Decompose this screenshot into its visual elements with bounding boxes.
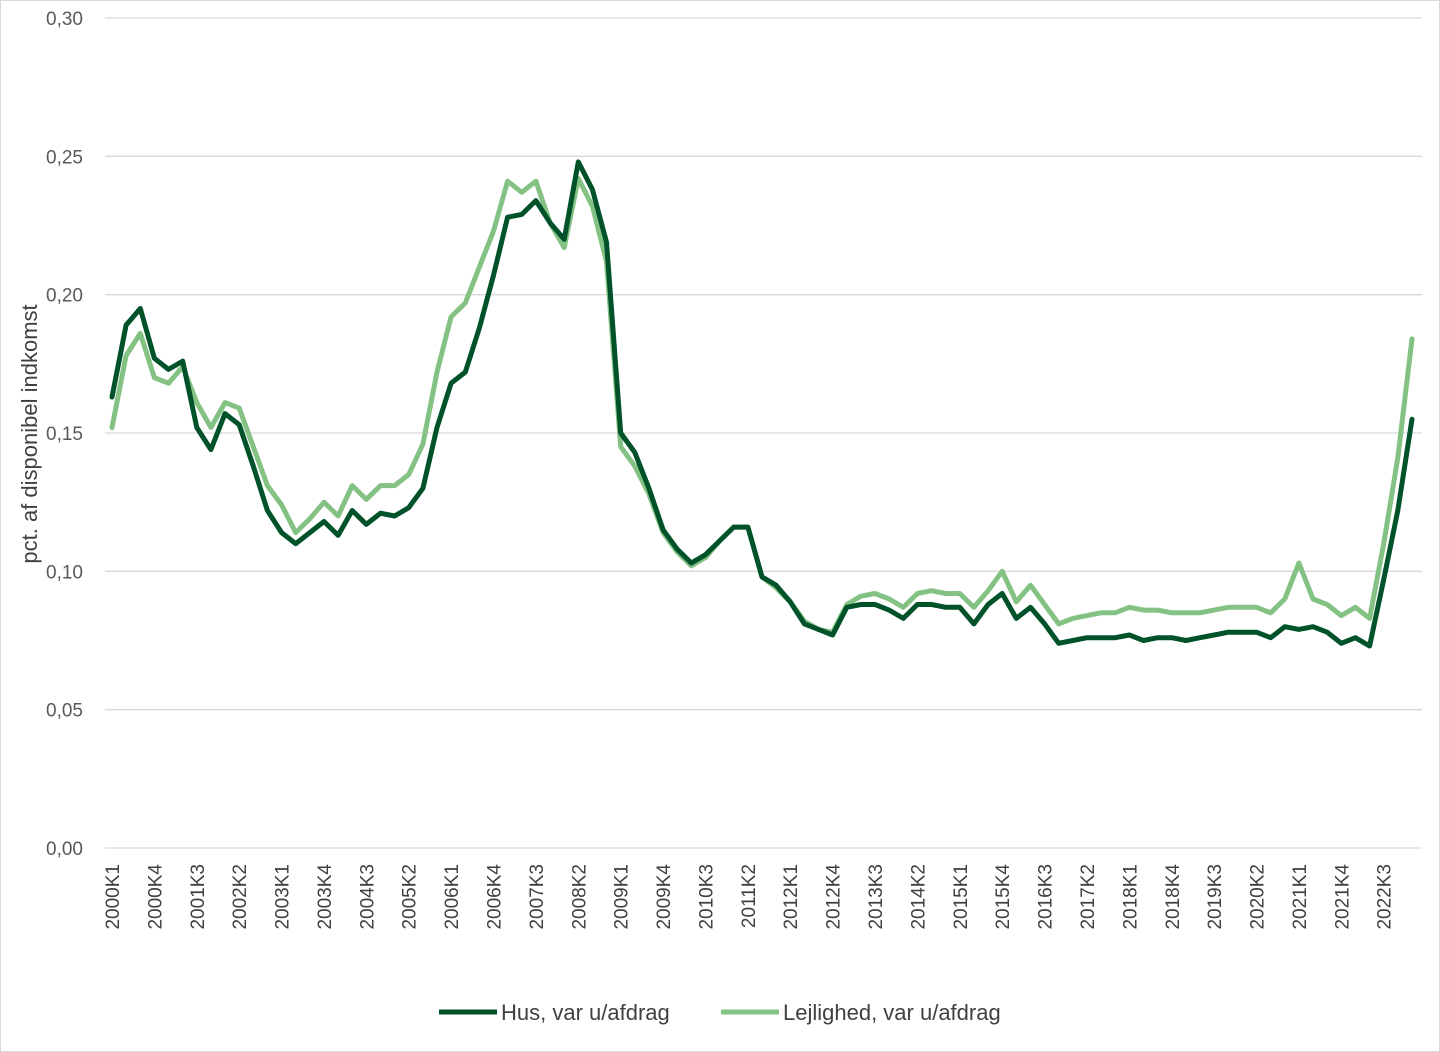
x-tick-label: 2001K3	[188, 864, 209, 930]
x-tick-label: 2015K4	[993, 864, 1014, 930]
x-axis-ticks: 2000K1 2000K4 2001K3 2002K2 2003K1 2003K4 2004…	[103, 864, 1396, 930]
gridlines	[105, 17, 1422, 849]
x-tick-label: 2007K3	[527, 864, 548, 930]
x-tick-label: 2018K1	[1120, 864, 1141, 930]
legend-label: Hus, var u/afdrag	[501, 1000, 670, 1025]
x-tick-label: 2011K2	[739, 864, 760, 928]
legend: Hus, var u/afdrag Lejlighed, var u/afdrag	[439, 1000, 1001, 1025]
y-tick-label: 0,05	[46, 701, 83, 722]
y-tick-label: 0,20	[46, 286, 83, 307]
y-tick-label: 0,25	[46, 147, 83, 168]
x-tick-label: 2022K3	[1375, 864, 1396, 930]
x-tick-label: 2005K2	[400, 864, 421, 930]
x-tick-label: 2017K2	[1078, 864, 1099, 930]
x-tick-label: 2006K4	[485, 864, 506, 930]
legend-item: Lejlighed, var u/afdrag	[721, 1000, 1001, 1025]
series-lines	[109, 159, 1415, 649]
x-tick-label: 2012K1	[781, 864, 802, 930]
x-tick-label: 2020K2	[1248, 864, 1269, 930]
x-tick-label: 2006K1	[442, 864, 463, 930]
y-axis-title: pct. af disponibel indkomst	[17, 304, 42, 563]
x-tick-label: 2009K1	[612, 864, 633, 930]
x-tick-label: 2021K1	[1290, 864, 1311, 930]
y-tick-label: 0,15	[46, 424, 83, 445]
x-tick-label: 2002K2	[230, 864, 251, 930]
x-tick-label: 2016K3	[1036, 864, 1057, 930]
x-tick-label: 2004K3	[357, 864, 378, 930]
y-tick-label: 0,10	[46, 562, 83, 583]
x-tick-label: 2021K4	[1332, 864, 1353, 930]
x-tick-label: 2018K4	[1163, 864, 1184, 930]
series-line-lejlighed	[109, 176, 1415, 635]
legend-label: Lejlighed, var u/afdrag	[783, 1000, 1001, 1025]
x-tick-label: 2019K3	[1205, 864, 1226, 930]
x-tick-label: 2003K1	[273, 864, 294, 930]
series-line-hus	[109, 159, 1415, 649]
y-axis-ticks: 0,00 0,05 0,10 0,15 0,20 0,25 0,30	[46, 9, 83, 860]
x-tick-label: 2000K1	[103, 864, 124, 930]
legend-item: Hus, var u/afdrag	[439, 1000, 670, 1025]
x-tick-label: 2010K3	[696, 864, 717, 930]
y-tick-label: 0,00	[46, 839, 83, 860]
x-tick-label: 2015K1	[951, 864, 972, 930]
x-tick-label: 2003K4	[315, 864, 336, 930]
x-tick-label: 2009K4	[654, 864, 675, 930]
x-tick-label: 2008K2	[569, 864, 590, 930]
y-tick-label: 0,30	[46, 9, 83, 30]
x-tick-label: 2014K2	[908, 864, 929, 930]
x-tick-label: 2012K4	[824, 864, 845, 930]
x-tick-label: 2000K4	[145, 864, 166, 930]
x-tick-label: 2013K3	[866, 864, 887, 930]
